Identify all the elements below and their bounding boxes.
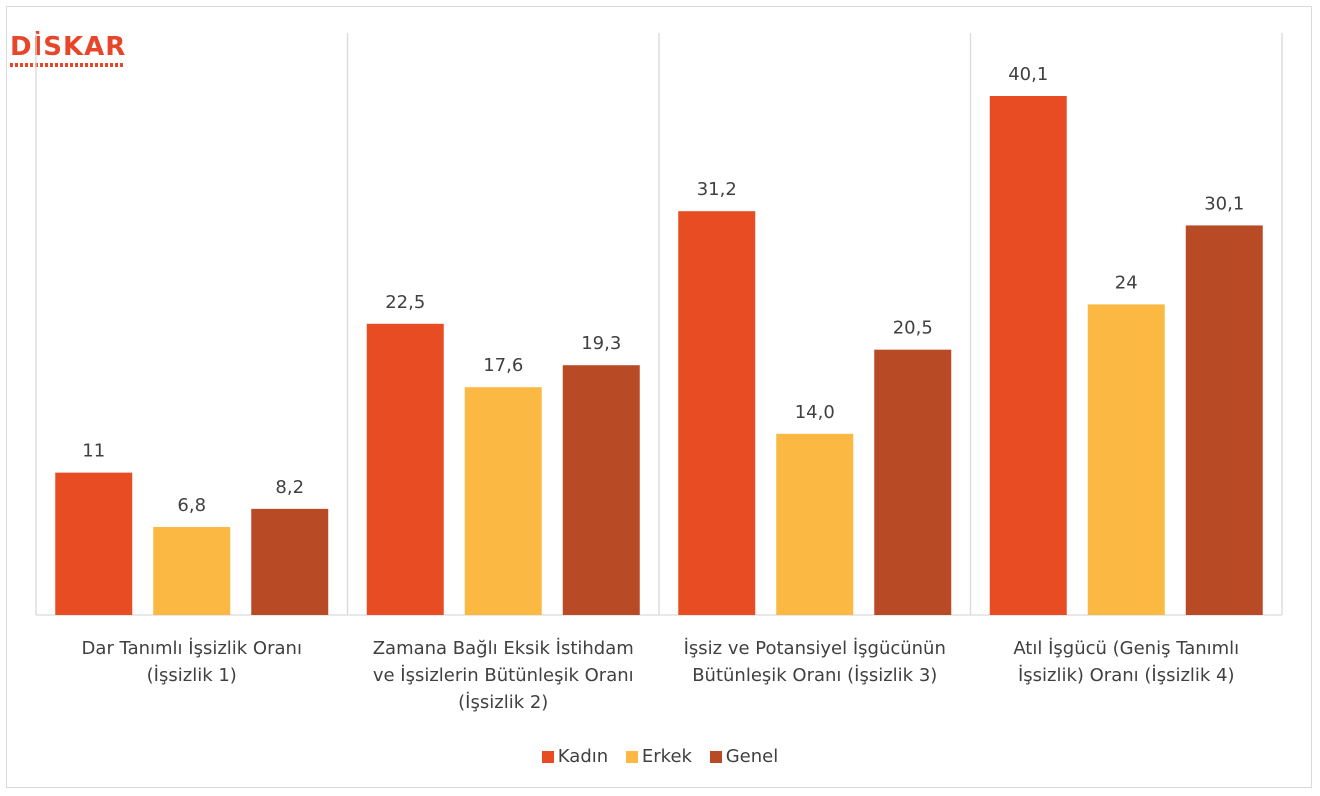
category-label: Zamana Bağlı Eksik İstihdam ve İşsizleri… [372,638,634,713]
legend-swatch-genel [709,750,722,763]
bar-kadın-1 [55,472,133,615]
legend-item-erkek: Erkek [625,746,692,767]
logo-subtitle-graphic [10,63,125,67]
category-label: Dar Tanımlı İşsizlik Oranı (İşsizlik 1) [81,638,302,686]
logo-text: DİSKAR [10,32,127,62]
bar-genel-3 [874,349,952,615]
bar-genel-2 [562,365,640,615]
data-label: 17,6 [483,355,523,376]
data-label: 6,8 [177,495,206,516]
legend-label-kadin: Kadın [557,746,609,767]
legend: Kadın Erkek Genel [0,746,1320,768]
category-label: Atıl İşgücü (Geniş Tanımlı İşsizlik) Ora… [1013,638,1240,686]
data-label: 24 [1115,272,1138,293]
bar-genel-4 [1185,225,1263,615]
bar-kadın-3 [678,211,756,616]
bar-erkek-4 [1087,304,1165,615]
data-label: 11 [82,441,105,462]
bar-erkek-1 [153,526,231,615]
data-label: 14,0 [795,402,835,423]
legend-item-kadin: Kadın [541,746,609,767]
data-label: 19,3 [581,333,621,354]
bar-erkek-3 [776,433,854,615]
bar-kadın-2 [366,323,444,615]
bar-kadın-4 [989,96,1067,615]
legend-swatch-erkek [625,750,638,763]
bar-genel-1 [251,508,329,615]
diskar-logo: DİSKAR [10,34,126,67]
data-label: 22,5 [385,292,425,313]
data-label: 8,2 [275,477,304,498]
bar-erkek-2 [464,387,542,615]
legend-label-erkek: Erkek [641,746,692,767]
data-label: 30,1 [1204,193,1244,214]
legend-item-genel: Genel [709,746,779,767]
data-label: 40,1 [1008,64,1048,85]
legend-swatch-kadin [541,750,554,763]
data-label: 20,5 [893,318,933,339]
data-label: 31,2 [697,179,737,200]
category-label: İşsiz ve Potansiyel İşgücünün Bütünleşik… [683,638,946,686]
legend-label-genel: Genel [725,746,779,767]
